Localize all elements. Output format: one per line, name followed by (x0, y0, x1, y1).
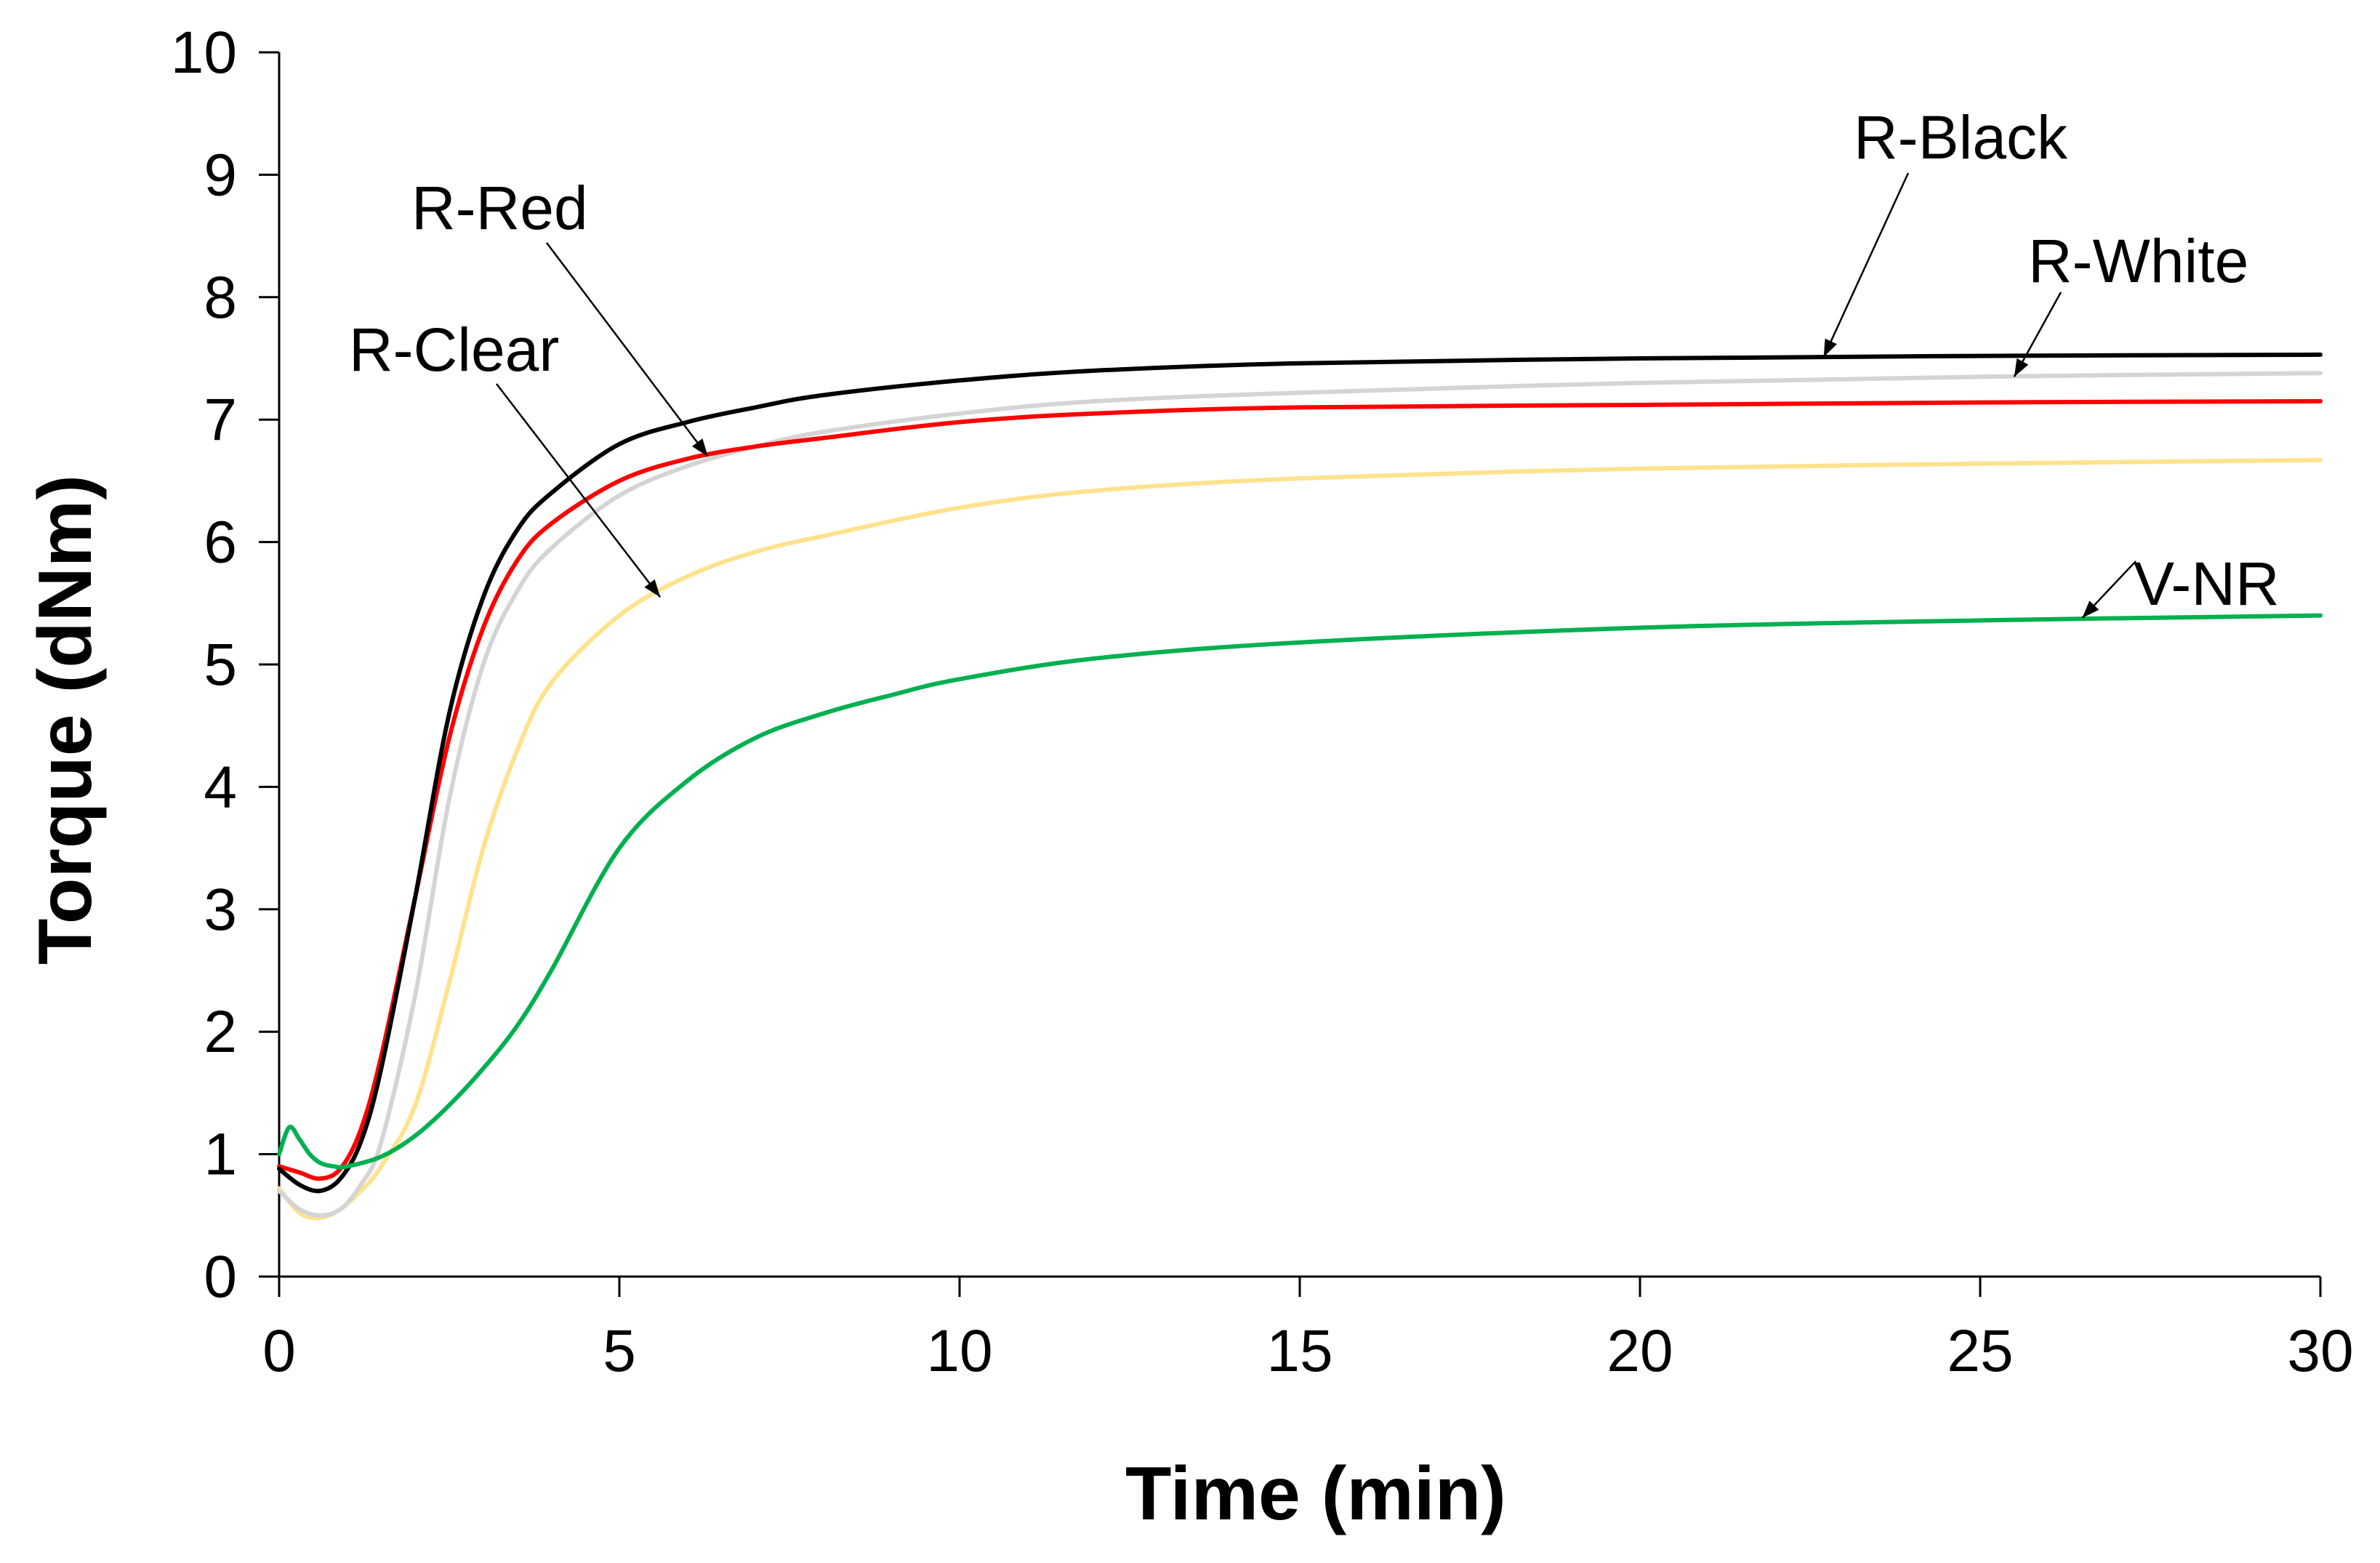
y-axis-ticks: 0 1 2 3 4 5 6 7 8 9 10 (171, 20, 279, 1310)
series-line-r-red (277, 398, 2323, 1181)
annotation-label-r-red: R-Red (411, 174, 588, 242)
y-tick-label: 6 (204, 510, 237, 576)
series-line-v-nr (277, 613, 2323, 1170)
series-line-r-black (277, 352, 2323, 1194)
annotation-label-r-black: R-Black (1854, 103, 2068, 172)
x-tick-label: 20 (1607, 1318, 1673, 1384)
x-tick-label: 15 (1266, 1318, 1332, 1384)
x-axis-ticks: 0 5 10 15 20 25 30 (262, 1277, 2354, 1384)
y-tick-label: 7 (204, 387, 237, 453)
annotation-label-r-clear: R-Clear (349, 316, 559, 384)
annotation-label-v-nr: V-NR (2134, 550, 2280, 618)
y-tick-label: 2 (204, 999, 237, 1065)
annotation-arrowhead-v-nr (2082, 600, 2099, 618)
x-tick-label: 10 (926, 1318, 992, 1384)
series-lines (277, 352, 2323, 1221)
series-annotations: R-Black R-White R-Red R-Clear V-NR (349, 103, 2280, 619)
x-axis-title: Time (min) (1125, 1452, 1506, 1536)
annotation-arrowhead-r-white (2014, 358, 2029, 377)
annotation-arrow-r-black (1822, 172, 1910, 358)
y-tick-label: 8 (204, 265, 237, 331)
series-line-r-white (277, 371, 2323, 1218)
annotation-arrow-r-red (546, 242, 709, 457)
y-tick-label: 3 (204, 877, 237, 943)
plot-area: 0 1 2 3 4 5 6 7 8 9 10 0 5 10 15 20 25 30 R-Black R-White… (171, 20, 2354, 1384)
series-line-r-clear (277, 457, 2323, 1221)
annotation-arrowhead-r-red (692, 438, 708, 457)
x-tick-label: 25 (1947, 1318, 2013, 1384)
annotation-arrowhead-r-clear (644, 579, 661, 598)
annotation-arrow-r-clear (496, 383, 662, 598)
y-tick-label: 0 (204, 1244, 237, 1310)
y-tick-label: 1 (204, 1122, 237, 1188)
y-axis-title: Torque (dNm) (23, 475, 108, 965)
y-tick-label: 5 (204, 632, 237, 698)
y-tick-label: 9 (204, 142, 237, 208)
x-tick-label: 5 (603, 1318, 636, 1384)
x-tick-label: 30 (2287, 1318, 2353, 1384)
y-tick-label: 4 (204, 754, 237, 820)
annotation-label-r-white: R-White (2028, 227, 2248, 295)
y-tick-label: 10 (171, 20, 237, 86)
annotation-arrowhead-r-black (1823, 338, 1837, 358)
x-tick-label: 0 (262, 1318, 296, 1384)
